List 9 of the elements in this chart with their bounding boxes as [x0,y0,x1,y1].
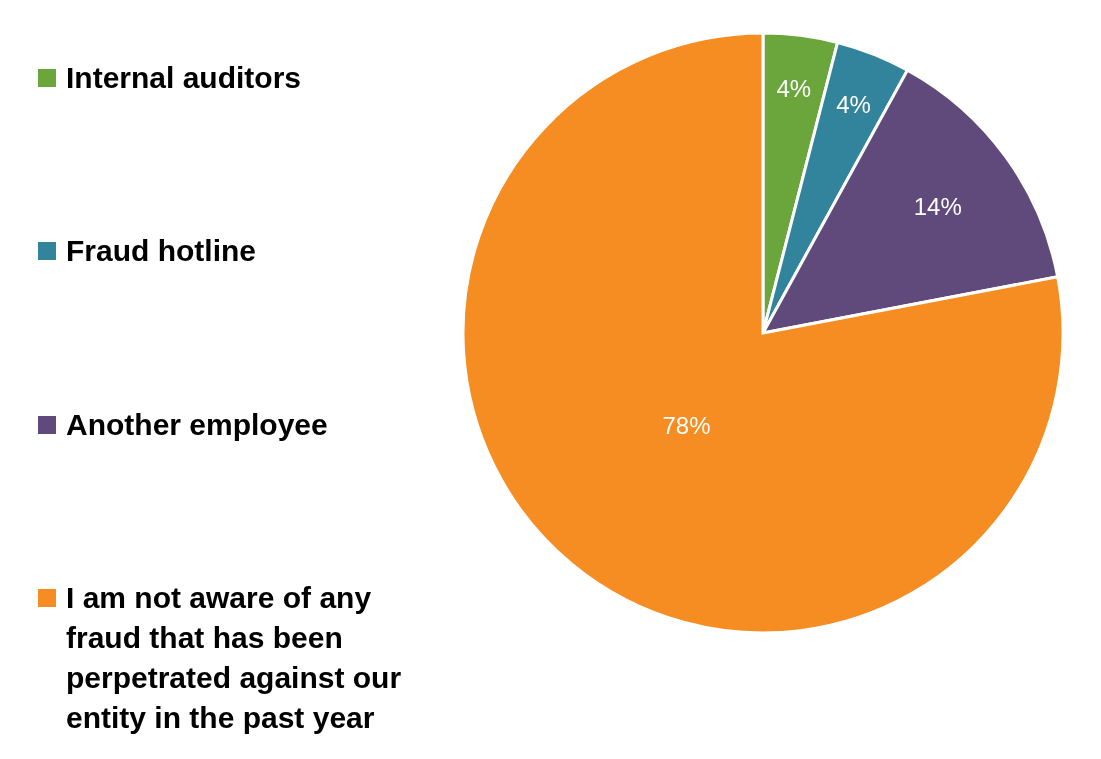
legend-label: Another employee [66,406,328,443]
legend-label: Internal auditors [66,60,302,96]
pie-slice [461,31,1064,635]
data-label: 14% [913,192,962,220]
legend-label: I am not aware of any fraud that has been perpetrated against our entity in the past year [66,580,403,736]
data-label: 4% [836,90,871,118]
legend-label: Fraud hotline [66,233,256,270]
data-label: 4% [776,75,812,103]
data-label: 78% [662,411,711,439]
